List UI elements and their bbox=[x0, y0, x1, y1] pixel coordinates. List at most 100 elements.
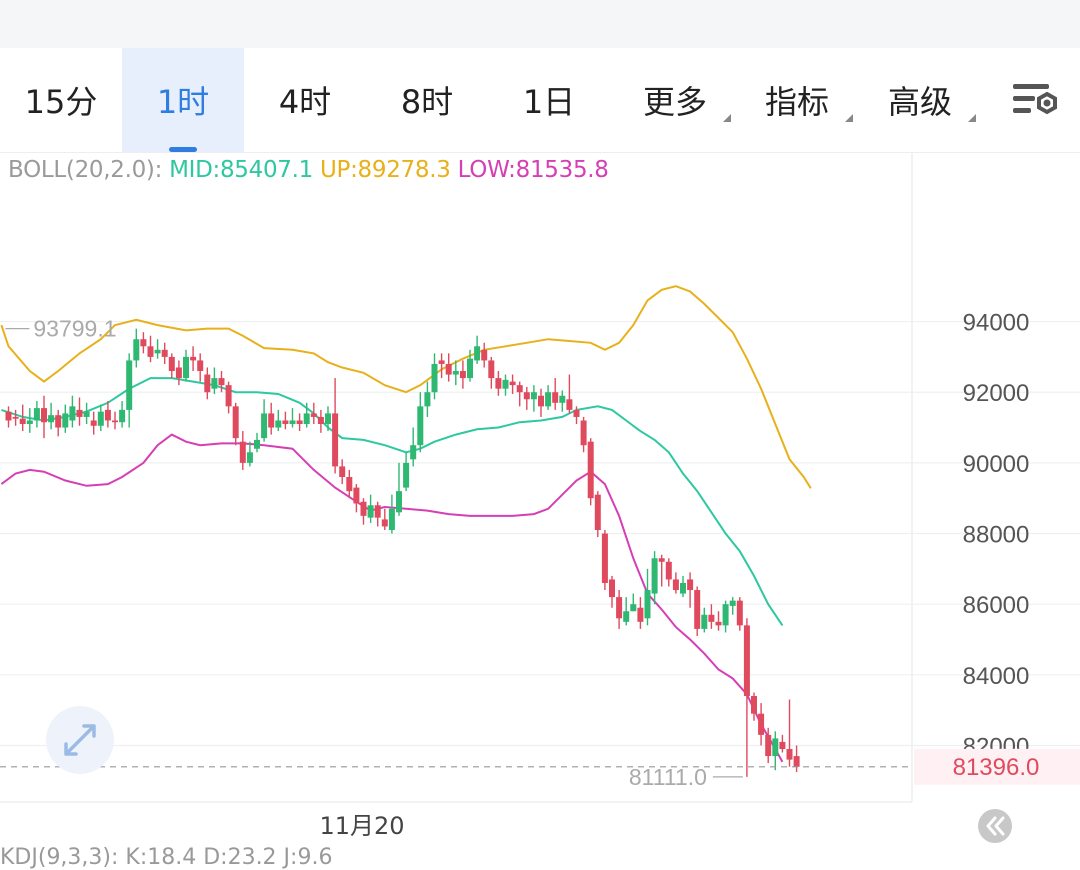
candle-body bbox=[282, 420, 289, 425]
tab-15m[interactable]: 15分 bbox=[0, 48, 122, 152]
chart-settings-button[interactable] bbox=[990, 48, 1080, 152]
y-tick-label: 84000 bbox=[963, 663, 1030, 690]
candle-body bbox=[708, 614, 715, 622]
bearish-candle bbox=[19, 404, 26, 432]
bearish-candle bbox=[310, 402, 317, 425]
candle-body bbox=[26, 420, 33, 425]
tab-label: 4时 bbox=[278, 83, 332, 121]
bullish-candle bbox=[367, 494, 374, 523]
candle-body bbox=[644, 590, 651, 619]
bullish-candle bbox=[133, 328, 140, 368]
candle-body bbox=[445, 363, 452, 375]
candle-body bbox=[609, 579, 615, 598]
candle-body bbox=[523, 392, 530, 400]
candle-body bbox=[211, 378, 218, 389]
bullish-candle bbox=[417, 392, 424, 453]
boll-low-value: LOW:81535.8 bbox=[457, 157, 609, 183]
candle-body bbox=[701, 614, 708, 629]
bearish-candle bbox=[175, 360, 182, 386]
boll-name: BOLL(20,2.0): bbox=[8, 157, 163, 183]
bullish-candle bbox=[154, 339, 161, 359]
bearish-candle bbox=[147, 335, 154, 363]
candle-body bbox=[424, 392, 431, 407]
candle-body bbox=[41, 408, 47, 423]
candle-body bbox=[545, 392, 552, 407]
candle-body bbox=[239, 441, 246, 463]
bearish-candle bbox=[765, 727, 772, 764]
timeframe-tab-bar: 15分 1时 4时 8时 1日 更多 指标 高级 bbox=[0, 48, 1080, 153]
candle-body bbox=[538, 395, 544, 407]
candle-body bbox=[396, 491, 402, 513]
tab-1h[interactable]: 1时 bbox=[122, 48, 244, 152]
bullish-candle bbox=[246, 441, 253, 467]
bearish-candle bbox=[516, 381, 523, 407]
candle-body bbox=[97, 411, 104, 426]
tab-more[interactable]: 更多 bbox=[615, 48, 735, 152]
bearish-candle bbox=[204, 367, 211, 400]
candle-body bbox=[254, 439, 260, 449]
candle-body bbox=[104, 409, 111, 421]
bearish-candle bbox=[360, 498, 367, 525]
tab-1d[interactable]: 1日 bbox=[488, 48, 610, 152]
bearish-candle bbox=[538, 388, 544, 417]
candle-body bbox=[623, 611, 630, 622]
candle-body bbox=[76, 409, 83, 417]
candle-body bbox=[175, 367, 182, 379]
tab-label: 高级 bbox=[887, 83, 952, 121]
tab-advanced[interactable]: 高级 bbox=[860, 48, 980, 152]
bullish-candle bbox=[467, 349, 473, 382]
expand-chart-button[interactable] bbox=[46, 706, 114, 774]
candle-body bbox=[594, 494, 601, 530]
tab-8h[interactable]: 8时 bbox=[366, 48, 488, 152]
bearish-candle bbox=[495, 371, 502, 396]
bullish-candle bbox=[325, 406, 331, 432]
candle-body bbox=[672, 579, 679, 591]
high-annotation-label: 93799.1 bbox=[33, 316, 116, 342]
candle-body bbox=[126, 360, 133, 410]
bearish-candle bbox=[112, 411, 118, 430]
tab-label: 8时 bbox=[400, 83, 454, 121]
candle-body bbox=[495, 378, 502, 389]
bearish-candle bbox=[609, 575, 615, 608]
bearish-candle bbox=[694, 586, 701, 636]
bullish-candle bbox=[530, 385, 537, 412]
bullish-candle bbox=[396, 462, 402, 516]
bearish-candle bbox=[594, 491, 601, 538]
candle-body bbox=[694, 590, 701, 629]
scroll-to-latest-button[interactable] bbox=[978, 809, 1012, 843]
bullish-candle bbox=[623, 597, 630, 626]
candle-body bbox=[559, 395, 566, 403]
bearish-candle bbox=[346, 469, 353, 499]
bullish-candle bbox=[254, 432, 260, 453]
tab-indicators[interactable]: 指标 bbox=[737, 48, 857, 152]
boll-indicator-legend: BOLL(20,2.0): MID:85407.1 UP:89278.3 LOW… bbox=[8, 157, 609, 183]
bearish-candle bbox=[197, 353, 204, 382]
bearish-candle bbox=[743, 618, 750, 777]
bearish-candle bbox=[658, 554, 665, 587]
candle-body bbox=[566, 399, 573, 410]
bearish-candle bbox=[793, 745, 800, 772]
bullish-candle bbox=[403, 452, 410, 492]
bullish-candle bbox=[644, 568, 651, 626]
candle-body bbox=[658, 558, 665, 562]
candle-body bbox=[616, 597, 623, 619]
candle-body bbox=[12, 416, 19, 419]
bearish-candle bbox=[190, 346, 197, 372]
bearish-candle bbox=[296, 413, 303, 432]
candle-body bbox=[183, 356, 189, 379]
candle-body bbox=[133, 339, 140, 361]
candle-body bbox=[317, 416, 324, 425]
bearish-candle bbox=[168, 353, 175, 379]
bullish-candle bbox=[261, 399, 268, 442]
bearish-candle bbox=[232, 402, 239, 446]
dropdown-caret-icon bbox=[968, 114, 976, 122]
candle-body bbox=[516, 385, 523, 393]
candle-body bbox=[289, 420, 296, 425]
bearish-candle bbox=[616, 590, 623, 629]
candle-body bbox=[431, 363, 438, 393]
tab-4h[interactable]: 4时 bbox=[244, 48, 366, 152]
candle-body bbox=[680, 582, 686, 594]
candle-body bbox=[793, 756, 800, 767]
candle-body bbox=[332, 413, 339, 467]
